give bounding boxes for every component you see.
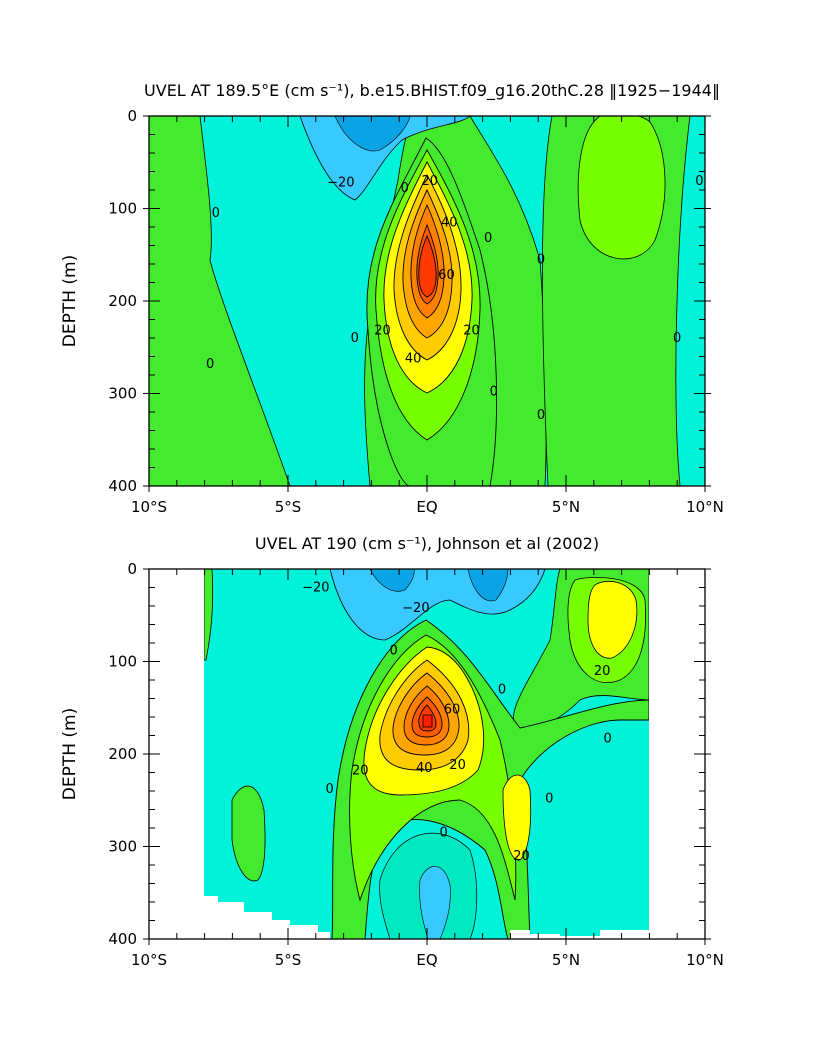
contour-label: 0 <box>604 731 612 746</box>
y-tick-label: 100 <box>108 653 137 671</box>
y-tick-label: 100 <box>108 200 137 218</box>
contour-label: 40 <box>405 351 422 366</box>
contour-label: 60 <box>444 703 461 718</box>
panel1-ylabel: DEPTH (m) <box>60 255 80 347</box>
p2-band-m30-a <box>369 569 415 592</box>
p1-band-m20 <box>299 116 471 201</box>
contour-label: 0 <box>490 385 498 400</box>
x-tick-label: 10°S <box>131 498 167 516</box>
p2-band-m30-b <box>467 569 509 602</box>
p1-band-10-20-east <box>577 116 666 260</box>
p2-band-west-blob <box>231 785 266 882</box>
contour-label: 0 <box>498 682 506 697</box>
contour-label: 40 <box>416 761 433 776</box>
y-tick-label: 200 <box>108 292 137 310</box>
contour-label: 0 <box>537 408 545 423</box>
contour-label: 0 <box>326 782 334 797</box>
contour-label: 40 <box>441 215 458 230</box>
contour-label: 0 <box>695 174 703 189</box>
panel-observations: UVEL AT 190 (cm s⁻¹), Johnson et al (200… <box>60 534 724 969</box>
x-tick-label: 5°S <box>275 951 302 969</box>
contour-label: 0 <box>351 331 359 346</box>
contour-label: 20 <box>463 324 480 339</box>
contour-label: 0 <box>389 643 397 658</box>
contour-label: −20 <box>302 581 329 596</box>
x-tick-label: 10°S <box>131 951 167 969</box>
x-tick-label: EQ <box>416 498 437 516</box>
p2-missing-se <box>510 930 649 939</box>
contour-label: 0 <box>537 252 545 267</box>
y-tick-label: 400 <box>108 477 137 495</box>
contour-label: 20 <box>449 758 466 773</box>
contour-label: 60 <box>438 268 455 283</box>
p2-band-deep-m20 <box>419 866 451 939</box>
contour-label: 0 <box>212 206 220 221</box>
contour-label: 0 <box>484 231 492 246</box>
y-tick-label: 200 <box>108 745 137 763</box>
x-tick-label: 5°S <box>275 498 302 516</box>
panel1-contour-labels: −20 0 0 20 40 0 0 0 60 20 0 20 40 0 0 0 0 <box>206 174 704 423</box>
panel2-title: UVEL AT 190 (cm s⁻¹), Johnson et al (200… <box>255 534 599 553</box>
panel1-title: UVEL AT 189.5°E (cm s⁻¹), b.e15.BHIST.f0… <box>144 81 720 101</box>
y-tick-label: 300 <box>108 385 137 403</box>
y-tick-label: 0 <box>127 560 137 578</box>
p2-band-east-yellow <box>587 580 638 659</box>
p2-missing-sw <box>204 896 330 939</box>
contour-label: 20 <box>594 664 611 679</box>
y-tick-label: 400 <box>108 930 137 948</box>
panel2-contour-fill <box>149 569 705 939</box>
contour-label: 0 <box>206 357 214 372</box>
contour-label: 0 <box>401 181 409 196</box>
contour-label: −20 <box>402 601 429 616</box>
panel2-contour-labels: −20 −20 0 0 60 20 0 20 40 20 0 0 0 20 <box>302 581 612 864</box>
contour-label: 20 <box>422 174 439 189</box>
contour-label: 0 <box>545 791 553 806</box>
x-tick-label: 10°N <box>686 951 724 969</box>
contour-label: −20 <box>327 176 354 191</box>
panel1-contour-fill <box>149 116 705 486</box>
contour-label: 20 <box>352 764 369 779</box>
p2-band-west-green <box>203 569 214 661</box>
y-tick-label: 0 <box>127 107 137 125</box>
contour-label: 0 <box>440 826 448 841</box>
contour-label: 20 <box>513 849 530 864</box>
y-tick-label: 300 <box>108 838 137 856</box>
contour-label: 20 <box>374 324 391 339</box>
p1-band-m30 <box>334 116 411 152</box>
p2-core <box>422 714 433 728</box>
panel-model: UVEL AT 189.5°E (cm s⁻¹), b.e15.BHIST.f0… <box>60 81 724 516</box>
p2-yellow-east-tongue <box>502 774 532 861</box>
x-tick-label: 10°N <box>686 498 724 516</box>
x-tick-label: EQ <box>416 951 437 969</box>
panel2-ylabel: DEPTH (m) <box>60 708 80 800</box>
x-tick-label: 5°N <box>552 498 580 516</box>
contour-label: 0 <box>673 331 681 346</box>
p1-ring-70-80 <box>418 234 437 298</box>
x-tick-label: 5°N <box>552 951 580 969</box>
